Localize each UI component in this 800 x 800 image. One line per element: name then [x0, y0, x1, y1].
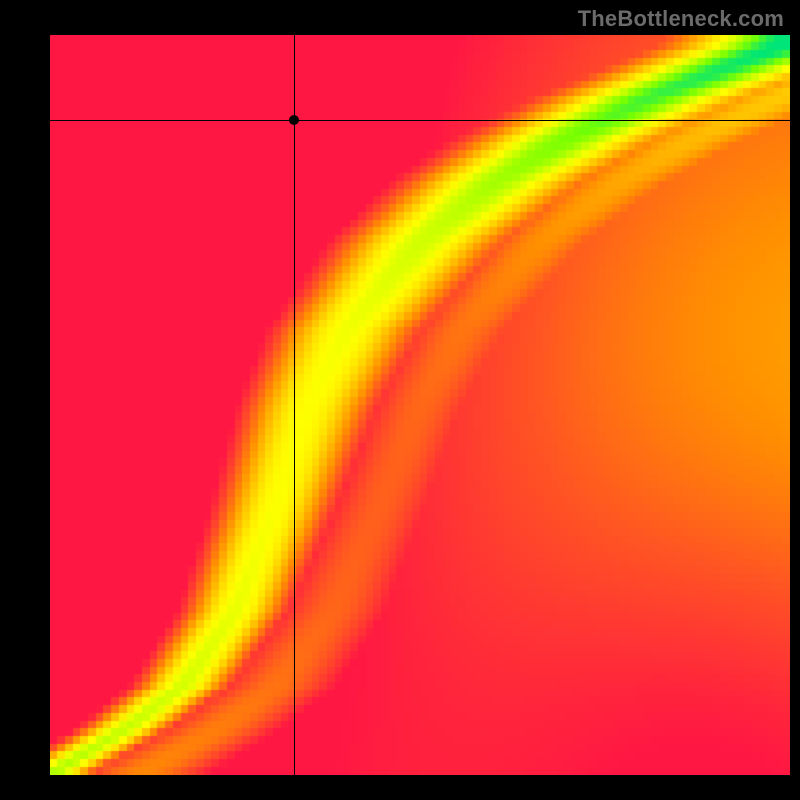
- watermark-text: TheBottleneck.com: [578, 6, 784, 32]
- heatmap-canvas: [50, 35, 790, 775]
- crosshair-line-vertical: [294, 35, 295, 775]
- crosshair-line-horizontal: [50, 120, 790, 121]
- crosshair-marker-dot: [289, 115, 299, 125]
- heatmap-plot-area: [50, 35, 790, 775]
